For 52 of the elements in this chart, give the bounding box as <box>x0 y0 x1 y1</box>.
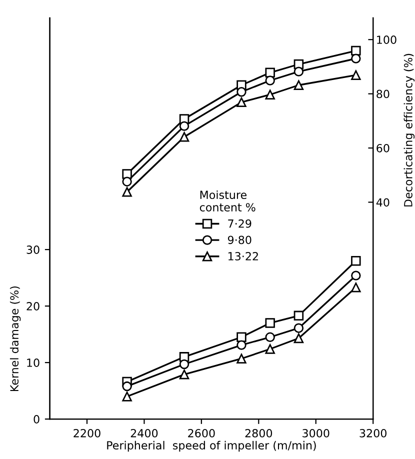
legend-label: 7·29 <box>228 219 252 228</box>
point <box>294 80 304 90</box>
point <box>265 344 275 354</box>
y-tick-label: 20 <box>26 302 40 310</box>
point <box>294 333 304 344</box>
point <box>236 332 246 342</box>
point <box>351 54 361 64</box>
y2-tick-label: 80 <box>376 90 390 98</box>
point <box>294 310 304 321</box>
point <box>236 87 246 97</box>
y2-tick-label: 40 <box>376 198 390 207</box>
legend-title: Moisture content % <box>200 190 256 212</box>
y-axis-title: Kernel damage (%) <box>10 286 21 392</box>
point <box>265 332 275 342</box>
point <box>122 187 132 197</box>
x-tick-label: 2400 <box>130 428 158 438</box>
x-tick-label: 2200 <box>74 428 100 438</box>
point <box>236 340 246 350</box>
x-axis-title: Peripherial speed of impeller (m/min) <box>107 440 316 452</box>
point <box>122 169 132 179</box>
point <box>294 323 304 333</box>
y-tick-label: 0 <box>34 415 40 424</box>
point <box>236 354 246 364</box>
x-tick-label: 2800 <box>245 428 272 438</box>
point <box>179 132 190 142</box>
point <box>122 176 132 186</box>
point <box>351 270 361 280</box>
point <box>179 121 190 131</box>
legend-label: 13·22 <box>228 252 258 260</box>
point <box>265 68 275 78</box>
y-tick-label: 30 <box>26 246 40 254</box>
point <box>351 282 361 292</box>
point <box>294 66 304 76</box>
point <box>351 70 361 80</box>
y-tick-label: 10 <box>27 358 40 367</box>
y2-tick-label: 100 <box>377 36 396 44</box>
point <box>122 392 132 402</box>
point <box>179 359 190 370</box>
point <box>351 256 361 266</box>
x-tick-label: 2600 <box>188 428 215 438</box>
point <box>265 76 275 86</box>
point <box>122 381 132 392</box>
y2-tick-label: 60 <box>376 144 390 152</box>
point <box>179 370 190 380</box>
point <box>265 90 275 100</box>
y2-axis-title: Decorticating efficiency (%) <box>404 54 415 206</box>
x-tick-label: 3000 <box>302 428 330 438</box>
point <box>236 97 246 108</box>
x-tick-label: 3200 <box>360 428 386 438</box>
point <box>265 318 275 328</box>
legend-label: 9·80 <box>228 236 252 244</box>
point <box>351 46 361 56</box>
